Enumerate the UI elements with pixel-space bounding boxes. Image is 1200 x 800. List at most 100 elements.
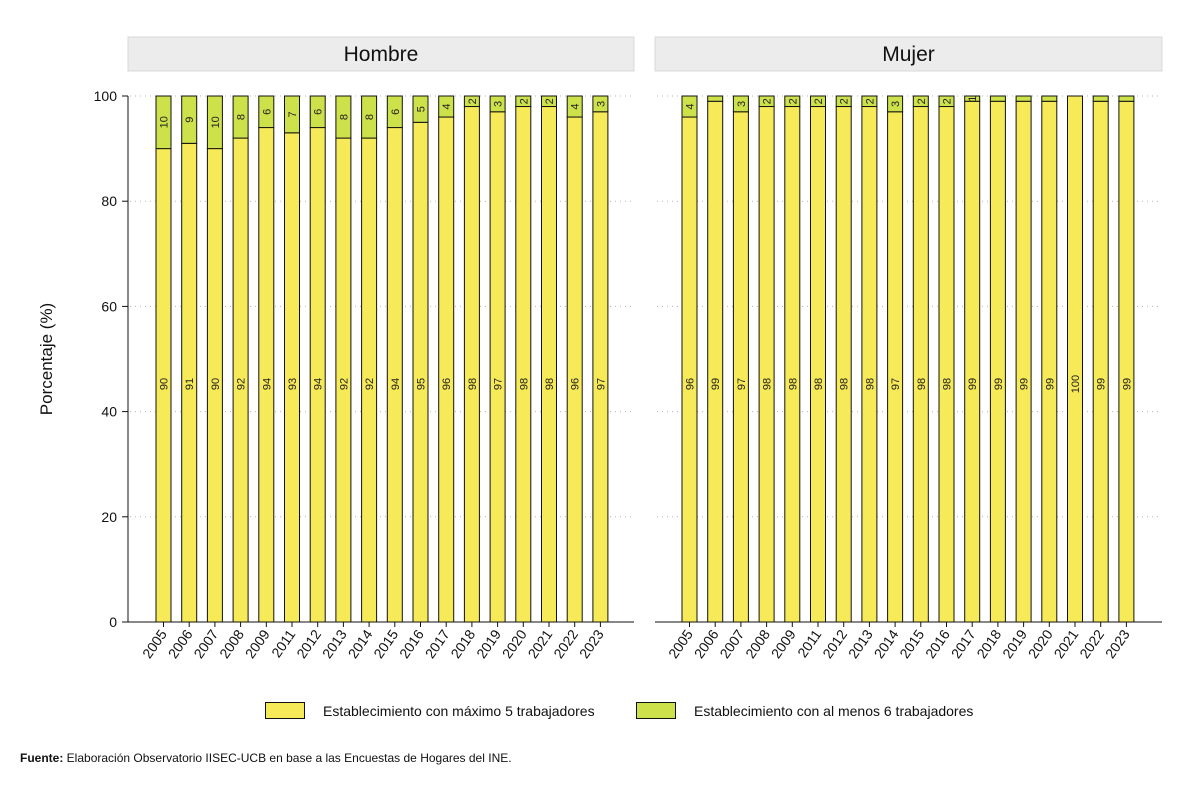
- x-tick-label: 2013: [845, 626, 876, 661]
- data-label-small: 97: [595, 378, 607, 390]
- y-tick-label: 80: [101, 193, 117, 209]
- bar-segment-large: [541, 95, 557, 108]
- data-label-large: 2: [467, 98, 479, 104]
- bar-segment-large: [155, 95, 172, 150]
- bar-segment-large: [964, 95, 981, 102]
- legend-swatch-large: [636, 702, 676, 719]
- data-label-large: 6: [390, 109, 402, 115]
- data-label-small: 92: [338, 378, 350, 390]
- x-tick-label: 2016: [396, 626, 427, 661]
- x-tick-label: 2019: [473, 626, 504, 661]
- bar-segment-large: [361, 95, 378, 139]
- data-label-large: 4: [441, 103, 453, 109]
- x-tick-label: 2015: [370, 626, 401, 661]
- x-tick-label: 2020: [499, 626, 530, 661]
- legend-item-small: Establecimiento con máximo 5 trabajadore…: [265, 702, 595, 719]
- data-label-small: 99: [1121, 378, 1133, 390]
- data-label-large: 7: [287, 111, 299, 117]
- data-label-small: 97: [890, 378, 902, 390]
- bar-segment-large: [412, 95, 429, 123]
- x-tick-label: 2005: [139, 626, 170, 661]
- y-tick-label: 20: [101, 509, 117, 525]
- data-label-small: 96: [685, 378, 697, 390]
- data-label-small: 92: [364, 378, 376, 390]
- x-tick-label: 2012: [819, 626, 850, 661]
- x-tick-label: 2022: [550, 626, 581, 661]
- x-tick-label: 2023: [576, 626, 607, 661]
- data-label-small: 98: [864, 378, 876, 390]
- x-tick-label: 2008: [742, 626, 773, 661]
- bar-segment-large: [309, 95, 326, 129]
- bar-segment-small: [1118, 100, 1135, 623]
- x-tick-label: 2006: [165, 626, 196, 661]
- y-tick-label: 100: [94, 88, 118, 104]
- bar-segment-large: [1092, 95, 1109, 102]
- bar-segment-small: [1041, 100, 1058, 623]
- y-axis-title: Porcentaje (%): [37, 303, 56, 415]
- y-tick-label: 60: [101, 298, 117, 314]
- data-label-small: 98: [762, 378, 774, 390]
- x-tick-label: 2014: [871, 626, 902, 661]
- bar-segment-small: [566, 116, 583, 623]
- data-label-large: 9: [184, 117, 196, 123]
- bar-segment-large: [438, 95, 455, 118]
- bar-segment-large: [887, 95, 904, 113]
- bar-segment-small: [463, 106, 480, 623]
- panel-header: [654, 36, 1163, 72]
- bar-segment-small: [758, 106, 775, 623]
- legend-label-small: Establecimiento con máximo 5 trabajadore…: [323, 702, 595, 719]
- x-tick-label: 2007: [716, 626, 747, 661]
- data-label-small: 98: [916, 378, 928, 390]
- data-label-small: 90: [210, 378, 222, 390]
- bar-segment-small: [541, 106, 557, 623]
- bar-segment-small: [412, 121, 429, 623]
- bar-segment-small: [258, 127, 275, 623]
- data-label-small: 100: [1070, 375, 1082, 393]
- x-tick-label: 2009: [768, 626, 799, 661]
- bar-segment-large: [206, 95, 223, 150]
- x-tick-label: 2018: [447, 626, 478, 661]
- data-label-large: 2: [518, 98, 530, 104]
- bar-segment-small: [681, 116, 698, 623]
- bar-segment-large: [707, 95, 724, 102]
- data-label-large: 2: [787, 98, 799, 104]
- data-label-large: 2: [916, 98, 928, 104]
- data-label-small: 91: [184, 378, 196, 390]
- bar-segment-small: [887, 111, 904, 623]
- x-tick-label: 2015: [896, 626, 927, 661]
- bar-segment-small: [707, 100, 724, 623]
- data-label-large: 4: [570, 103, 582, 109]
- bar-segment-large: [784, 95, 801, 108]
- data-label-small: 96: [570, 378, 582, 390]
- legend: Establecimiento con máximo 5 trabajadore…: [0, 702, 1200, 732]
- x-tick-label: 2017: [948, 626, 979, 661]
- bar-segment-small: [515, 106, 532, 623]
- x-tick-label: 2008: [216, 626, 247, 661]
- bar-segment-small: [835, 106, 852, 623]
- bar-segment-small: [309, 127, 326, 623]
- x-tick-label: 2011: [794, 626, 824, 660]
- data-label-large: 5: [416, 106, 428, 112]
- data-label-small: 93: [287, 378, 299, 390]
- bar-segment-large: [386, 95, 403, 129]
- bar-segment-small: [592, 111, 609, 623]
- bar-segment-small: [861, 106, 878, 623]
- data-label-small: 98: [544, 378, 556, 390]
- x-tick-label: 2023: [1102, 626, 1133, 661]
- bar-segment-small: [489, 111, 506, 623]
- data-label-large: 6: [313, 109, 325, 115]
- x-tick-label: 2011: [268, 626, 298, 660]
- bar-segment-large: [732, 95, 749, 113]
- data-label-large: 2: [762, 98, 774, 104]
- data-label-large: 2: [544, 98, 556, 104]
- x-tick-label: 2007: [190, 626, 221, 661]
- data-label-small: 98: [787, 378, 799, 390]
- data-label-large: 3: [736, 101, 748, 107]
- bar-segment-large: [515, 95, 532, 108]
- data-label-large: 3: [890, 101, 902, 107]
- data-label-large: 2: [864, 98, 876, 104]
- data-label-large: 8: [236, 114, 248, 120]
- bar-segment-small: [1015, 100, 1032, 623]
- x-tick-label: 2021: [524, 626, 555, 661]
- data-label-small: 98: [942, 378, 954, 390]
